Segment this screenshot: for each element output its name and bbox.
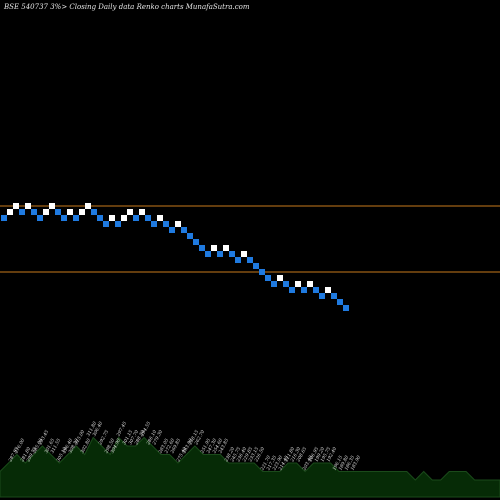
renko-brick bbox=[265, 275, 271, 281]
renko-brick bbox=[205, 251, 211, 257]
renko-brick bbox=[229, 251, 235, 257]
renko-brick bbox=[13, 203, 19, 209]
renko-brick bbox=[301, 287, 307, 293]
renko-brick bbox=[49, 203, 55, 209]
chart-title: BSE 540737 3%> Closing Daily data Renko … bbox=[4, 3, 250, 11]
renko-brick bbox=[67, 209, 73, 215]
renko-brick bbox=[259, 269, 265, 275]
renko-brick bbox=[31, 209, 37, 215]
renko-brick bbox=[223, 245, 229, 251]
renko-brick bbox=[151, 221, 157, 227]
renko-brick bbox=[247, 257, 253, 263]
renko-brick bbox=[79, 209, 85, 215]
renko-brick bbox=[343, 305, 349, 311]
renko-brick bbox=[337, 299, 343, 305]
renko-brick bbox=[325, 287, 331, 293]
renko-brick bbox=[289, 287, 295, 293]
renko-brick bbox=[313, 287, 319, 293]
renko-brick bbox=[139, 209, 145, 215]
renko-brick bbox=[145, 215, 151, 221]
renko-brick bbox=[7, 209, 13, 215]
renko-brick bbox=[37, 215, 43, 221]
renko-brick bbox=[121, 215, 127, 221]
renko-brick bbox=[175, 221, 181, 227]
renko-brick bbox=[91, 209, 97, 215]
renko-brick bbox=[217, 251, 223, 257]
renko-brick bbox=[271, 281, 277, 287]
renko-brick bbox=[109, 215, 115, 221]
renko-brick bbox=[61, 215, 67, 221]
renko-brick bbox=[43, 209, 49, 215]
renko-brick bbox=[115, 221, 121, 227]
renko-brick bbox=[295, 281, 301, 287]
renko-brick bbox=[1, 215, 7, 221]
renko-bricks bbox=[1, 203, 349, 311]
volume-area-path bbox=[0, 436, 500, 498]
renko-brick bbox=[157, 215, 163, 221]
renko-brick bbox=[169, 227, 175, 233]
renko-brick bbox=[127, 209, 133, 215]
renko-brick bbox=[307, 281, 313, 287]
renko-brick bbox=[319, 293, 325, 299]
renko-brick bbox=[85, 203, 91, 209]
renko-brick bbox=[277, 275, 283, 281]
renko-brick bbox=[97, 215, 103, 221]
renko-brick bbox=[253, 263, 259, 269]
renko-brick bbox=[103, 221, 109, 227]
renko-brick bbox=[55, 209, 61, 215]
volume-area bbox=[0, 436, 500, 498]
renko-brick bbox=[199, 245, 205, 251]
renko-brick bbox=[283, 281, 289, 287]
renko-brick bbox=[163, 221, 169, 227]
renko-brick bbox=[193, 239, 199, 245]
renko-brick bbox=[73, 215, 79, 221]
renko-brick bbox=[25, 203, 31, 209]
renko-brick bbox=[235, 257, 241, 263]
renko-brick bbox=[241, 251, 247, 257]
renko-brick bbox=[187, 233, 193, 239]
renko-brick bbox=[19, 209, 25, 215]
renko-brick bbox=[133, 215, 139, 221]
renko-brick bbox=[211, 245, 217, 251]
renko-brick bbox=[331, 293, 337, 299]
renko-brick bbox=[181, 227, 187, 233]
reference-lines bbox=[0, 205, 500, 273]
